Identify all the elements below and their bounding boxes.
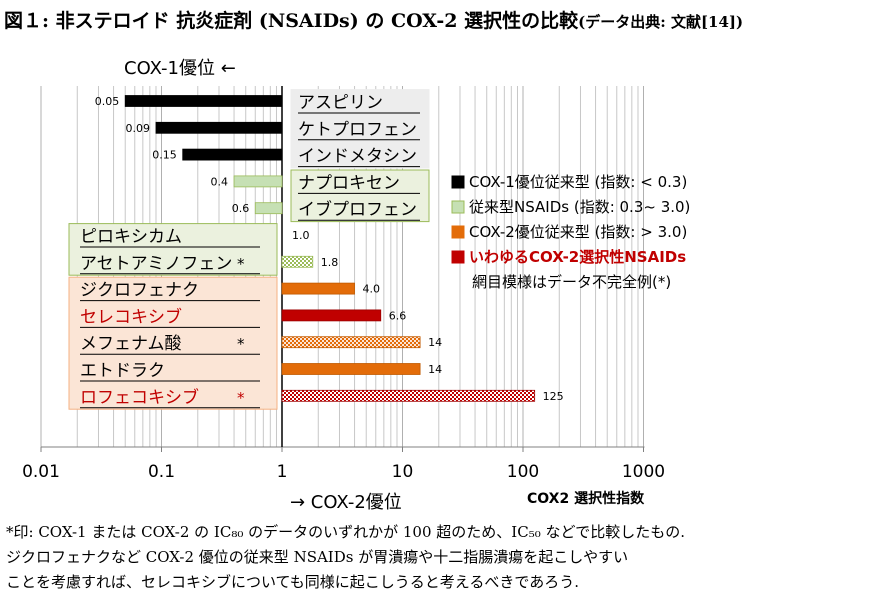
legend-label: 網目模様はデータ不完全例(*) bbox=[472, 273, 671, 291]
bar-value-label: 4.0 bbox=[363, 283, 381, 296]
cox2-direction-label: → COX-2優位 bbox=[290, 492, 402, 513]
asterisk-mark: * bbox=[237, 255, 245, 273]
label-panel bbox=[68, 276, 278, 410]
chart-title: 図１: 非ステロイド 抗炎症剤 (NSAIDs) の COX-2 選択性の比較(… bbox=[4, 4, 880, 38]
bar-value-label: 0.09 bbox=[125, 122, 150, 135]
drug-label: エトドラク bbox=[80, 361, 165, 381]
bar bbox=[155, 121, 283, 134]
legend-swatch bbox=[451, 200, 465, 214]
bar bbox=[281, 309, 382, 322]
footnote-line: ことを考慮すれば、セレコキシブについても同様に起こしうると考えるべきであろう. bbox=[6, 573, 579, 591]
drug-label: アスピリン bbox=[298, 93, 383, 113]
bar bbox=[233, 175, 283, 188]
bars: 0.05 0.09 0.15 0.4 0.6 1.0 1.8 4.0 6.6 14 14 125 bbox=[95, 95, 564, 403]
label-panel bbox=[290, 89, 430, 169]
legend-label: COX-1優位従来型 (指数: < 0.3) bbox=[469, 173, 687, 191]
bar bbox=[281, 363, 421, 375]
title-source: (データ出典: 文献[14]) bbox=[578, 13, 744, 31]
bar-value-label: 14 bbox=[428, 363, 442, 376]
label-panels bbox=[68, 89, 430, 410]
legend-swatch bbox=[451, 175, 465, 189]
bar-value-label: 14 bbox=[428, 336, 442, 349]
x-tick-label: 100 bbox=[507, 462, 539, 482]
drug-label: ナプロキセン bbox=[298, 173, 400, 193]
bar bbox=[281, 255, 314, 268]
drug-label: セレコキシブ bbox=[80, 306, 182, 327]
bar-value-label: 125 bbox=[543, 390, 564, 403]
legend: COX-1優位従来型 (指数: < 0.3) 従来型NSAIDs (指数: 0.3… bbox=[451, 173, 690, 291]
legend-label: いわゆるCOX-2選択性NSAIDs bbox=[469, 248, 686, 266]
x-tick-label: 0.1 bbox=[148, 462, 175, 482]
x-tick-label: 0.01 bbox=[22, 462, 60, 482]
bar bbox=[281, 336, 421, 349]
drug-label: アセトアミノフェン bbox=[80, 254, 232, 274]
drug-labels: アスピリンケトプロフェンインドメタシンナプロキセンイブプロフェンピロキシカムアセ… bbox=[80, 93, 420, 409]
x-tick-label: 1 bbox=[277, 462, 288, 482]
drug-label: ジクロフェナク bbox=[80, 281, 199, 301]
footnote-line: ジクロフェナクなど COX-2 優位の従来型 NSAIDs が胃潰瘍や十二指腸潰… bbox=[6, 548, 629, 566]
legend-swatch bbox=[451, 225, 465, 239]
cox1-direction-label: COX-1優位 ← bbox=[124, 58, 236, 79]
drug-label: メフェナム酸 bbox=[80, 334, 182, 354]
asterisk-mark: * bbox=[237, 335, 245, 353]
bar-value-label: 0.6 bbox=[232, 202, 250, 215]
label-panel bbox=[68, 223, 278, 276]
bar-value-label: 0.4 bbox=[211, 175, 229, 188]
bar bbox=[281, 389, 536, 402]
label-panel bbox=[290, 169, 430, 223]
bar-value-label: 6.6 bbox=[389, 309, 407, 322]
legend-label: 従来型NSAIDs (指数: 0.3~ 3.0) bbox=[469, 198, 690, 216]
footnote-line: *印: COX-1 または COX-2 の IC₈₀ のデータのいずれかが 10… bbox=[6, 523, 685, 541]
bar bbox=[124, 95, 283, 107]
title-main: 図１: 非ステロイド 抗炎症剤 (NSAIDs) の COX-2 選択性の比較 bbox=[4, 10, 579, 32]
x-tick-label: 1000 bbox=[622, 462, 665, 482]
bar-value-label: 0.05 bbox=[95, 95, 120, 108]
drug-label: イブプロフェン bbox=[298, 199, 417, 220]
bar-value-label: 1.0 bbox=[292, 229, 310, 242]
footnote: *印: COX-1 または COX-2 の IC₈₀ のデータのいずれかが 10… bbox=[6, 520, 882, 595]
x-tick-label: 10 bbox=[392, 462, 414, 482]
bar bbox=[281, 282, 355, 295]
legend-swatch bbox=[451, 250, 465, 264]
bar-value-label: 0.15 bbox=[152, 149, 177, 162]
x-axis-title: COX2 選択性指数 bbox=[527, 491, 645, 507]
drug-label: ケトプロフェン bbox=[298, 120, 417, 140]
bar bbox=[254, 202, 283, 215]
drug-label: インドメタシン bbox=[298, 147, 417, 167]
asterisk-mark: * bbox=[237, 389, 245, 407]
drug-label: ロフェコキシブ bbox=[80, 387, 199, 408]
legend-label: COX-2優位従来型 (指数: > 3.0) bbox=[469, 223, 687, 241]
bar bbox=[182, 148, 283, 161]
bar-value-label: 1.8 bbox=[321, 256, 339, 269]
drug-label: ピロキシカム bbox=[80, 227, 182, 247]
